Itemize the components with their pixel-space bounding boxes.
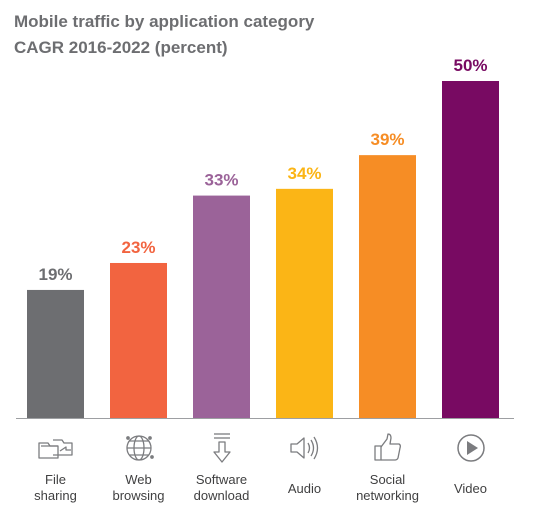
data-label: 34% [287,164,321,183]
bar-video [442,81,499,418]
bar-web-browsing [110,262,167,418]
bar-social-networking [359,155,416,418]
category-label: Video [453,481,487,496]
category-label: Web browsing [112,472,165,503]
data-label: 50% [453,56,487,75]
globe-icon [119,430,159,466]
bar-software-download [193,195,250,418]
category-label: File sharing [34,472,77,503]
category-label: Social networking [356,472,419,503]
bar-file-sharing [27,289,84,418]
data-label: 39% [370,130,404,149]
chart-subtitle: CAGR 2016-2022 (percent) [14,38,228,57]
download-icon [202,430,242,466]
data-label: 19% [38,265,72,284]
category-label: Software download [193,472,250,503]
thumbs-up-icon [368,430,408,466]
file-sharing-icon [36,430,76,466]
play-icon [451,430,491,466]
data-label: 33% [204,171,238,190]
chart-title: Mobile traffic by application category [14,12,315,31]
bar-audio [276,188,333,418]
speaker-icon [285,430,325,466]
category-label: Audio [287,481,322,496]
data-label: 23% [121,238,155,257]
